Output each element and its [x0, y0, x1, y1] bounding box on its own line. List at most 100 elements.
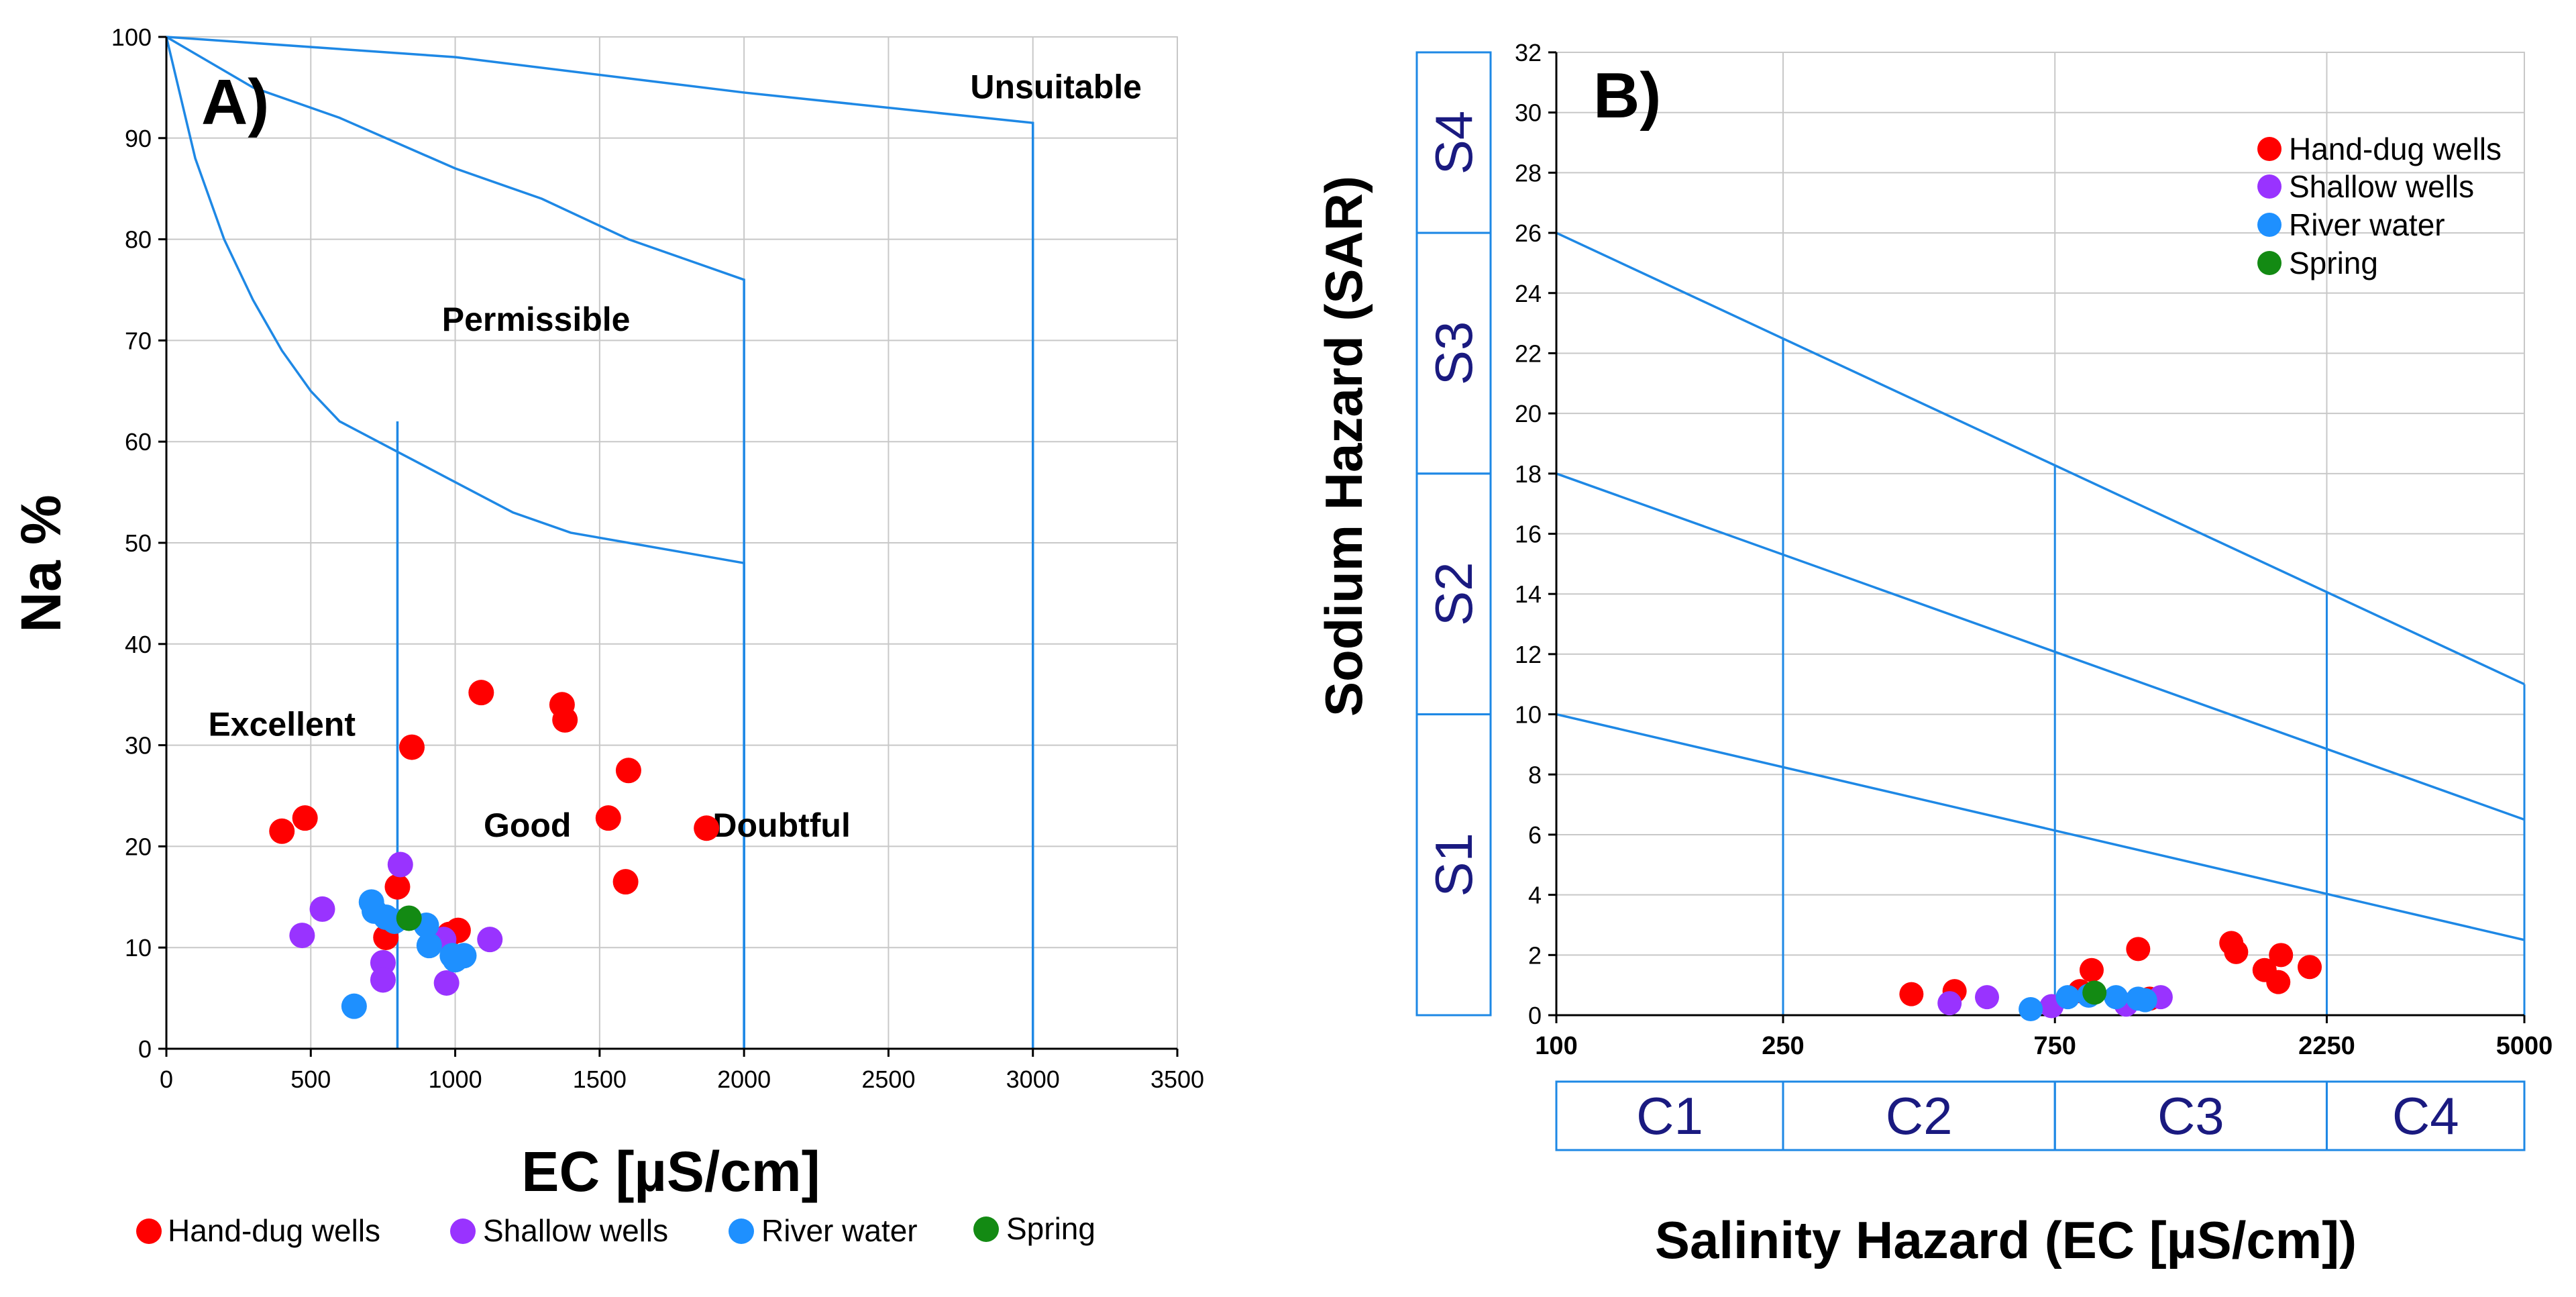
a-y-tick-label: 50 — [125, 529, 152, 557]
b-y-tick-label: 22 — [1515, 340, 1542, 367]
panel-a-points — [269, 680, 720, 1019]
a-point-river-water — [416, 933, 442, 959]
panel-a-y-axis-title: Na % — [9, 495, 72, 632]
b-point-hand-dug-wells — [1899, 982, 1924, 1006]
a-series-hand-dug-wells — [269, 680, 720, 951]
legend-b-shallow-swatch — [2257, 174, 2282, 199]
b-x-tick-label: 5000 — [2496, 1032, 2553, 1060]
legend-b-hand-dug: Hand-dug wells — [2289, 132, 2502, 166]
a-y-tick-label: 0 — [138, 1035, 152, 1063]
b-y-tick-label: 16 — [1515, 521, 1542, 548]
a-x-tick-label: 500 — [290, 1066, 331, 1093]
boundary-doubtful — [166, 36, 745, 1049]
b-x-tick-label: 250 — [1762, 1032, 1804, 1060]
a-y-tick-label: 70 — [125, 327, 152, 354]
b-y-tick-label: 4 — [1528, 882, 1542, 909]
b-x-tick-label: 750 — [2034, 1032, 2076, 1060]
a-y-tick-label: 20 — [125, 833, 152, 860]
salinity-class-c2: C2 — [1886, 1086, 1953, 1145]
b-point-shallow-wells — [1937, 991, 1962, 1016]
b-point-hand-dug-wells — [2298, 955, 2322, 980]
a-y-tick-label: 100 — [111, 23, 152, 51]
panel-a-label: A) — [201, 66, 269, 138]
a-x-tick-label: 2000 — [717, 1066, 771, 1093]
a-x-tick-label: 1500 — [573, 1066, 627, 1093]
legend-a-hand-dug: Hand-dug wells — [168, 1213, 380, 1248]
b-point-river-water — [2104, 985, 2129, 1010]
a-x-tick-label: 3000 — [1006, 1066, 1060, 1093]
legend-b-hand-dug-swatch — [2257, 137, 2282, 161]
panel-b-x-ticks: 100 250 750 2250 5000 — [1535, 1015, 2553, 1060]
panel-b-sodium-class-box: S1 S2 S3 S4 — [1415, 51, 1492, 1017]
a-point-hand-dug-wells — [468, 680, 494, 706]
a-y-tick-label: 40 — [125, 631, 152, 658]
a-point-river-water — [341, 993, 367, 1019]
a-y-tick-label: 30 — [125, 732, 152, 760]
sodium-class-s2: S2 — [1424, 562, 1483, 625]
panel-b-y-axis-title: Sodium Hazard (SAR) — [1314, 176, 1373, 717]
panel-b-salinity-class-box: C1 C2 C3 C4 — [1555, 1080, 2526, 1151]
region-label-good: Good — [484, 807, 572, 844]
boundary-unsuitable — [166, 36, 1034, 1049]
a-point-shallow-wells — [433, 970, 460, 996]
legend-b-spring-swatch — [2257, 251, 2282, 275]
b-point-hand-dug-wells — [2079, 957, 2104, 982]
a-y-tick-label: 10 — [125, 934, 152, 962]
a-point-hand-dug-wells — [595, 805, 621, 831]
salinity-class-c4: C4 — [2392, 1086, 2459, 1145]
b-series-spring — [2082, 980, 2107, 1005]
a-point-shallow-wells — [387, 851, 413, 878]
a-x-tick-label: 1000 — [429, 1066, 482, 1093]
legend-a-hand-dug-swatch — [136, 1218, 162, 1244]
a-point-spring — [396, 905, 422, 931]
b-y-tick-label: 2 — [1528, 941, 1542, 969]
sodium-class-s4: S4 — [1424, 111, 1483, 174]
panel-b-points — [1899, 931, 2322, 1022]
b-y-tick-label: 0 — [1528, 1002, 1542, 1029]
b-point-hand-dug-wells — [2269, 943, 2294, 968]
a-point-shallow-wells — [309, 896, 335, 922]
legend-a-shallow: Shallow wells — [483, 1213, 668, 1248]
panel-a-legend: Hand-dug wells Shallow wells River water… — [136, 1211, 1095, 1248]
panel-a-boundaries — [165, 36, 1034, 1049]
legend-b-river-swatch — [2257, 213, 2282, 237]
region-label-doubtful: Doubtful — [712, 807, 850, 844]
salinity-class-c3: C3 — [2157, 1086, 2224, 1145]
a-series-river-water — [341, 889, 477, 1019]
legend-a-spring-swatch — [973, 1216, 999, 1242]
a-y-tick-label: 90 — [125, 125, 152, 152]
b-point-river-water — [2019, 997, 2043, 1022]
b-y-tick-label: 6 — [1528, 821, 1542, 849]
b-point-river-water — [2133, 988, 2157, 1013]
panel-b-grid — [1556, 52, 2526, 1016]
a-point-shallow-wells — [289, 923, 315, 949]
a-point-hand-dug-wells — [384, 874, 411, 900]
a-point-hand-dug-wells — [398, 734, 425, 760]
hazard-line-3 — [1556, 231, 2525, 686]
hazard-line-2 — [1556, 472, 2525, 821]
b-y-tick-label: 14 — [1515, 580, 1542, 608]
hazard-line-1 — [1556, 713, 2525, 941]
b-point-hand-dug-wells — [2126, 937, 2151, 962]
b-point-shallow-wells — [1974, 985, 1999, 1010]
b-point-hand-dug-wells — [2224, 939, 2249, 964]
a-series-shallow-wells — [289, 851, 503, 996]
a-x-tick-label: 2500 — [861, 1066, 915, 1093]
a-y-tick-label: 60 — [125, 428, 152, 456]
salinity-class-cell — [2325, 1080, 2526, 1151]
a-point-hand-dug-wells — [612, 869, 639, 895]
panel-a-region-labels: Unsuitable Permissible Excellent Good Doubtf… — [208, 68, 1142, 844]
panel-a-x-ticks: 0 500 1000 1500 2000 2500 3000 3500 — [160, 1049, 1204, 1093]
legend-b-spring: Spring — [2289, 246, 2378, 280]
b-point-hand-dug-wells — [2266, 970, 2291, 994]
legend-b-shallow: Shallow wells — [2289, 169, 2474, 204]
panel-a-y-ticks: 0 10 20 30 40 50 60 70 80 90 100 — [111, 23, 166, 1063]
panel-b-legend: Hand-dug wells Shallow wells River water… — [2257, 132, 2502, 280]
b-y-tick-label: 10 — [1515, 701, 1542, 729]
b-y-tick-label: 24 — [1515, 280, 1542, 307]
a-point-hand-dug-wells — [292, 805, 318, 831]
a-point-hand-dug-wells — [552, 707, 578, 733]
panel-a: 0 500 1000 1500 2000 2500 3000 3500 0 10 20 30 40 50… — [9, 23, 1204, 1248]
b-x-tick-label: 2250 — [2298, 1032, 2355, 1060]
